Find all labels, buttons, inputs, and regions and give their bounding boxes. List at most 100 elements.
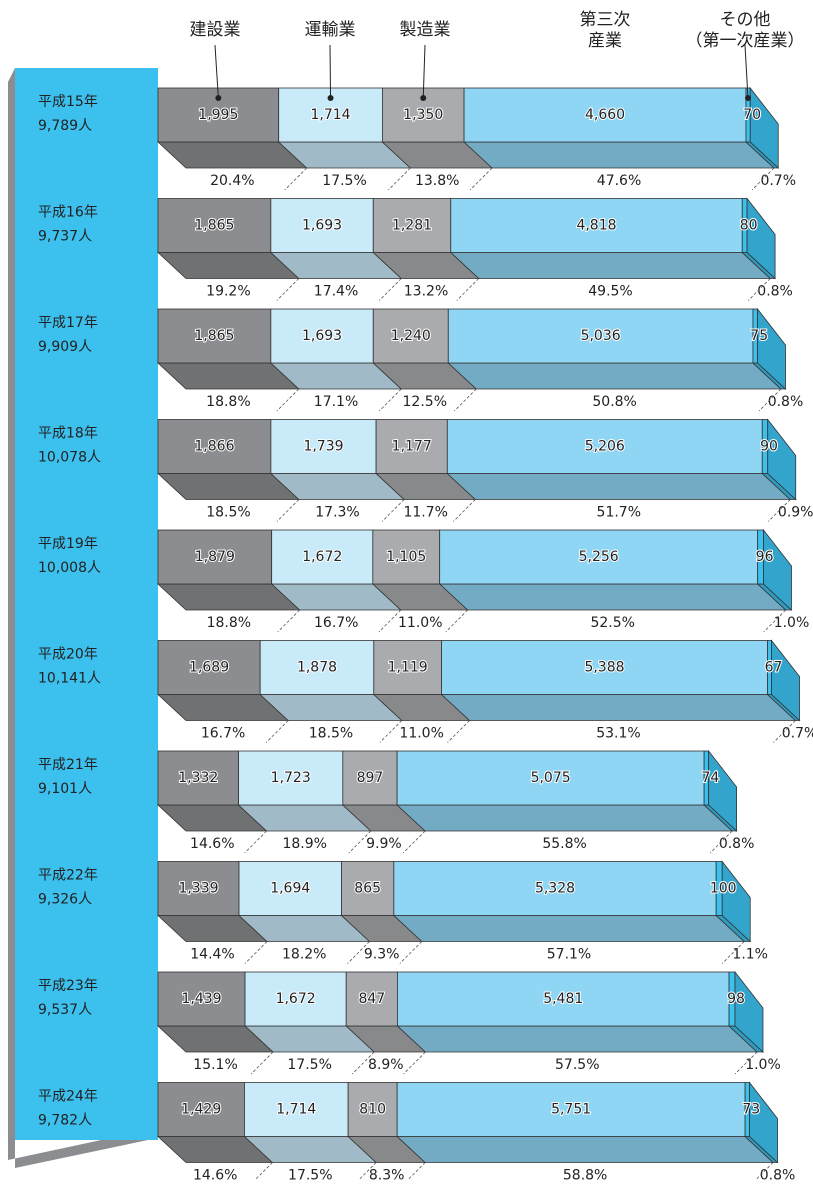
value-label: 1,865 (194, 328, 234, 344)
divider (402, 830, 426, 854)
legend-line: 運輸業 (305, 20, 356, 40)
divider (763, 609, 786, 633)
banner (15, 68, 158, 1140)
bar (157, 1082, 245, 1137)
legend-label: その他（第一次産業） (686, 10, 805, 51)
value-label: 4,660 (585, 107, 625, 123)
bar-side (749, 1081, 778, 1164)
bar-depth (396, 804, 734, 832)
share-label: 14.6% (193, 1168, 237, 1181)
divider (403, 1162, 426, 1184)
share-label: 1.0% (774, 615, 810, 631)
share-label: 0.9% (778, 505, 813, 521)
share-label: 17.5% (322, 173, 366, 189)
bar (396, 750, 705, 806)
share-label: 1.0% (745, 1057, 781, 1073)
share-label: 18.5% (309, 726, 353, 742)
category-total: 9,789人 (38, 118, 92, 134)
value-label: 1,240 (391, 328, 431, 344)
category-total: 9,326人 (38, 892, 92, 908)
category-label: 平成18年 (38, 426, 98, 442)
bar (463, 87, 747, 143)
divider (276, 278, 300, 301)
value-label: 1,714 (276, 1102, 316, 1118)
share-label: 0.7% (760, 173, 796, 189)
category-label: 平成24年 (38, 1089, 98, 1105)
category-total: 10,141人 (38, 671, 101, 687)
share-label: 1.1% (732, 947, 768, 963)
share-label: 18.2% (282, 947, 326, 963)
bar (347, 1082, 398, 1137)
category-label: 平成17年 (38, 315, 98, 331)
category-total: 9,537人 (38, 1002, 92, 1018)
divider (734, 1051, 758, 1075)
divider (721, 941, 745, 964)
divider (388, 167, 411, 191)
share-label: 14.6% (190, 836, 234, 852)
bar (270, 308, 374, 364)
share-label: 11.0% (399, 726, 443, 742)
share-label: 17.4% (314, 284, 358, 300)
category-total: 9,909人 (38, 339, 92, 355)
value-label: 5,481 (543, 991, 583, 1007)
share-label: 13.2% (404, 284, 448, 300)
share-label: 53.1% (596, 726, 640, 742)
value-label: 5,206 (585, 439, 625, 455)
bar (238, 861, 342, 916)
value-label: 897 (357, 770, 384, 786)
category-total: 10,078人 (38, 450, 101, 466)
value-label: 1,332 (178, 770, 218, 786)
share-label: 11.7% (403, 505, 447, 521)
bar-depth (396, 1136, 775, 1163)
share-label: 0.8% (768, 394, 804, 410)
bar-depth (447, 362, 782, 390)
value-label: 5,036 (581, 328, 621, 344)
bar (375, 419, 448, 474)
divider (276, 499, 300, 522)
category-total: 9,737人 (38, 229, 92, 245)
legend-line: その他 (720, 10, 771, 30)
category-total: 10,008人 (38, 560, 101, 576)
bar-side (767, 418, 797, 501)
share-label: 14.4% (190, 947, 234, 963)
legend-label: 製造業 (400, 20, 451, 40)
value-label: 5,388 (584, 660, 624, 676)
category-label: 平成19年 (38, 536, 98, 552)
divider (773, 720, 796, 743)
share-label: 18.8% (207, 615, 251, 631)
divider (399, 941, 423, 964)
bar (345, 971, 398, 1027)
category-label: 平成20年 (38, 647, 98, 663)
value-label: 80 (740, 218, 758, 234)
share-label: 17.3% (315, 505, 359, 521)
value-label: 4,818 (576, 218, 616, 234)
bar (244, 971, 347, 1027)
share-label: 51.7% (597, 505, 641, 521)
bar (157, 529, 273, 585)
value-label: 865 (354, 881, 381, 897)
divider (751, 167, 775, 191)
value-label: 1,119 (388, 660, 428, 676)
value-label: 1,739 (303, 439, 343, 455)
value-label: 90 (760, 439, 778, 455)
share-label: 20.4% (210, 173, 254, 189)
share-label: 18.9% (282, 836, 326, 852)
value-label: 1,339 (178, 881, 218, 897)
bar (259, 640, 375, 695)
bar (238, 750, 344, 806)
legend-label: 第三次産業 (580, 10, 631, 51)
share-label: 16.7% (314, 615, 358, 631)
divider (378, 609, 402, 633)
bar (157, 861, 240, 916)
value-label: 5,751 (551, 1102, 591, 1118)
bar-depth (463, 141, 776, 169)
bar (393, 861, 717, 916)
category-label: 平成21年 (38, 757, 98, 773)
divider (453, 499, 476, 522)
bar-side (746, 197, 776, 280)
leader-dot (327, 95, 334, 101)
value-label: 75 (750, 328, 768, 344)
category-label: 平成23年 (38, 978, 98, 994)
value-label: 1,723 (271, 770, 311, 786)
